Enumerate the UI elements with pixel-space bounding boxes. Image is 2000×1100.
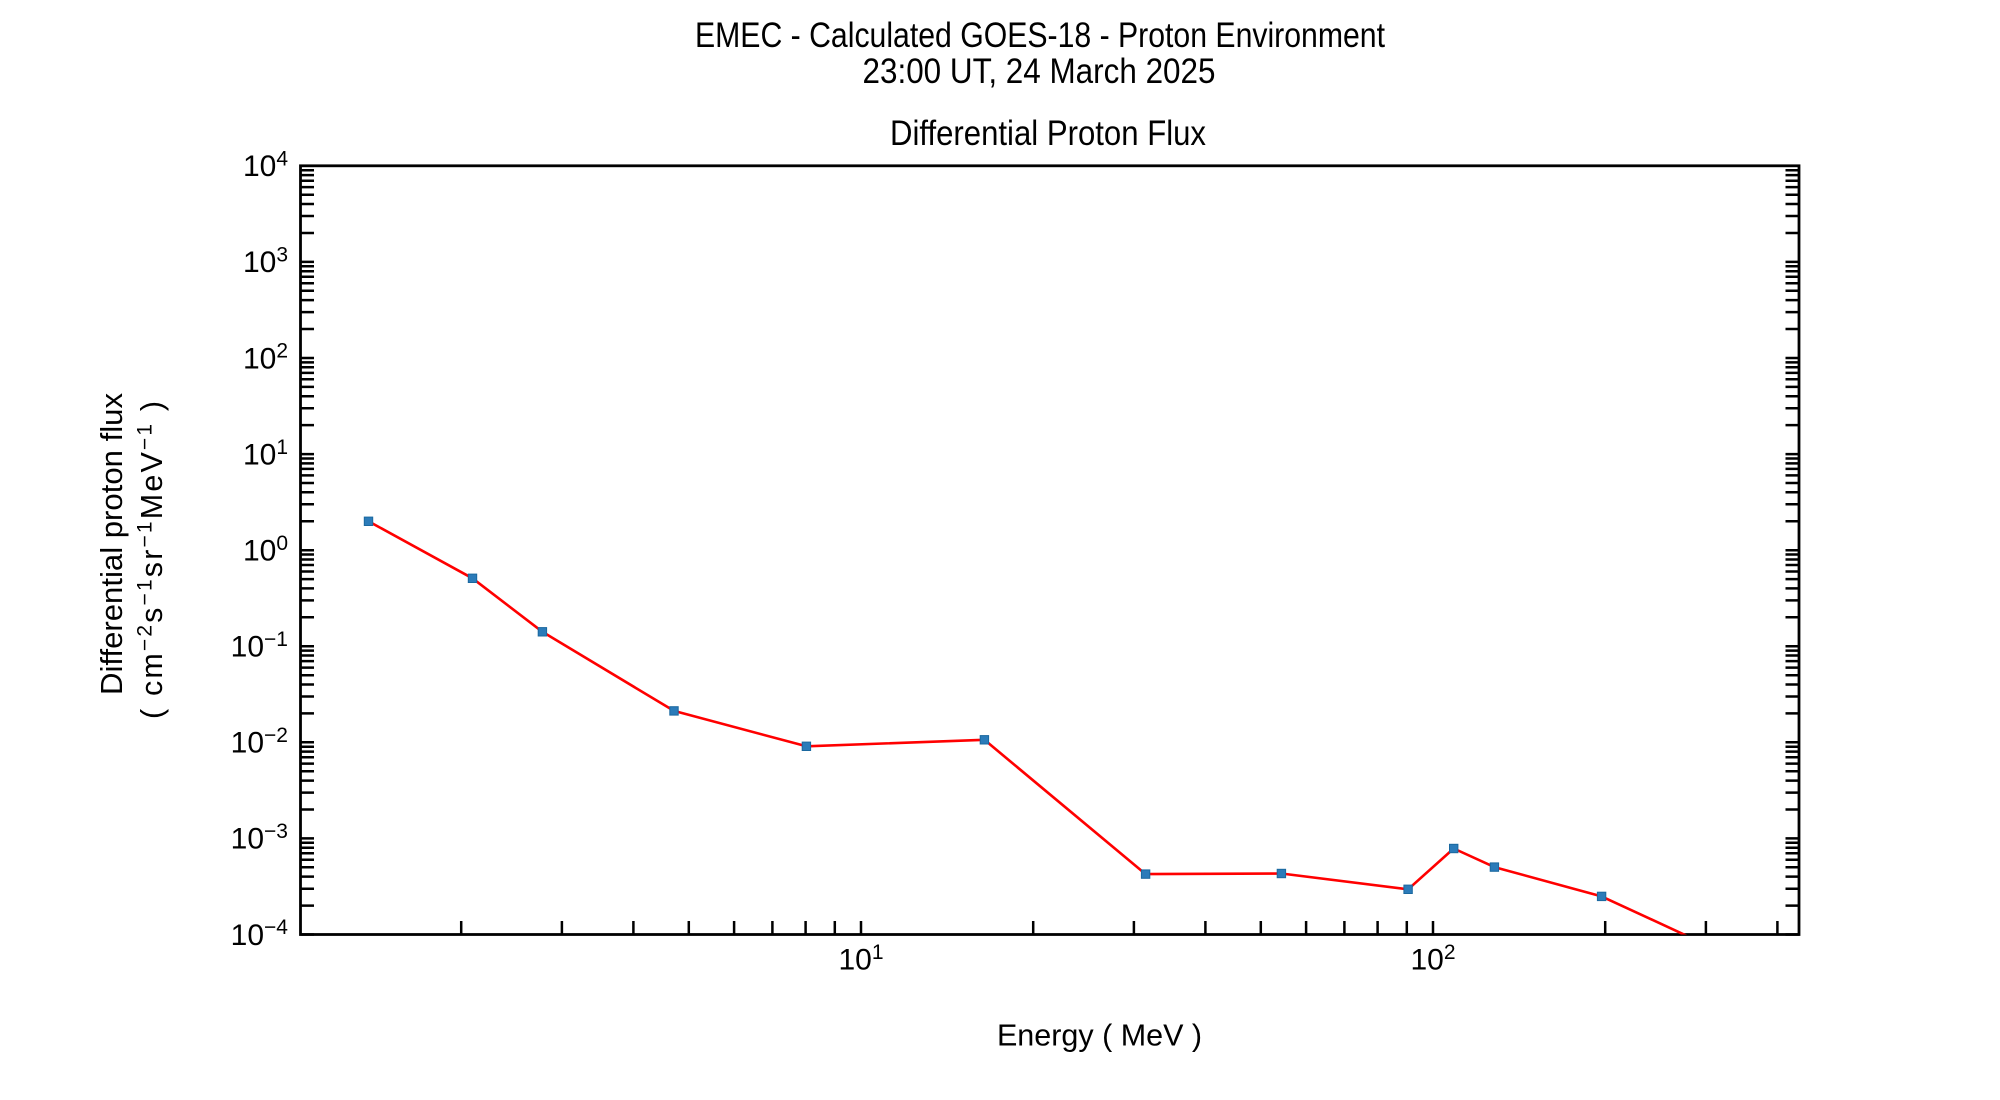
svg-text:101: 101 xyxy=(243,436,288,472)
svg-text:104: 104 xyxy=(243,148,288,184)
svg-text:Differential Proton Flux: Differential Proton Flux xyxy=(890,114,1206,153)
svg-text:10−4: 10−4 xyxy=(231,916,289,952)
svg-text:Energy ( MeV ): Energy ( MeV ) xyxy=(997,1018,1202,1052)
svg-text:100: 100 xyxy=(243,532,288,568)
svg-text:101: 101 xyxy=(838,941,883,977)
svg-text:EMEC - Calculated GOES-18 - Pr: EMEC - Calculated GOES-18 - Proton Envir… xyxy=(695,16,1385,55)
svg-text:10−3: 10−3 xyxy=(231,820,288,856)
svg-text:103: 103 xyxy=(243,244,288,280)
svg-text:102: 102 xyxy=(243,340,288,376)
svg-text:10−1: 10−1 xyxy=(231,628,288,664)
svg-text:23:00 UT, 24 March 2025: 23:00 UT, 24 March 2025 xyxy=(863,52,1216,91)
svg-text:10−2: 10−2 xyxy=(231,724,288,760)
svg-text:Differential proton flux: Differential proton flux xyxy=(95,393,129,695)
svg-text:102: 102 xyxy=(1410,941,1455,977)
svg-text:( cm−2s−1sr−1MeV−1 ): ( cm−2s−1sr−1MeV−1 ) xyxy=(133,401,169,719)
